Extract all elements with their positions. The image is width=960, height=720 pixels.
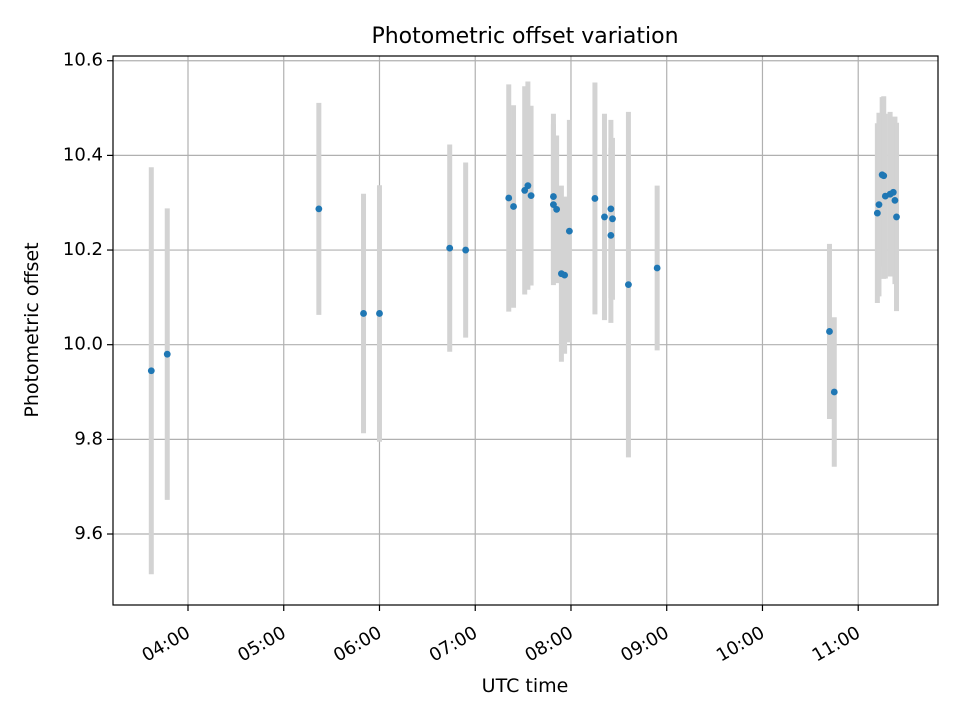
data-point [625,281,632,288]
data-point [462,247,469,254]
y-tick-label: 9.6 [74,523,103,544]
data-point [148,367,155,374]
data-point [505,195,512,202]
data-point [592,195,599,202]
chart-title: Photometric offset variation [371,24,678,49]
data-point [601,214,608,221]
data-point [607,232,614,239]
data-point [553,206,560,213]
data-point [892,197,899,204]
y-axis-label: Photometric offset [21,242,43,417]
data-point [360,310,367,317]
data-point [376,310,383,317]
data-point [880,172,887,179]
data-point [876,201,883,208]
data-point [609,215,616,222]
data-point [566,228,573,235]
y-tick-label: 10.0 [63,334,103,355]
data-point [831,389,838,396]
data-point [890,189,897,196]
data-point [164,351,171,358]
figure-background [0,0,960,720]
y-tick-label: 10.2 [63,239,103,260]
data-point [446,245,453,252]
data-point [315,205,322,212]
data-point [654,265,661,272]
data-point [893,214,900,221]
data-point [607,205,614,212]
data-point [528,192,535,199]
x-axis-label: UTC time [482,675,569,697]
data-point [874,210,881,217]
y-tick-label: 9.8 [74,428,103,449]
data-point [510,203,517,210]
data-point [826,328,833,335]
data-point [550,193,557,200]
y-tick-label: 10.6 [63,50,103,71]
photometric-offset-chart: 04:00 05:00 06:00 07:00 08:00 09:00 10:00 11:00… [0,0,960,720]
data-point [524,182,531,189]
y-tick-label: 10.4 [63,144,103,165]
data-point [561,272,568,279]
